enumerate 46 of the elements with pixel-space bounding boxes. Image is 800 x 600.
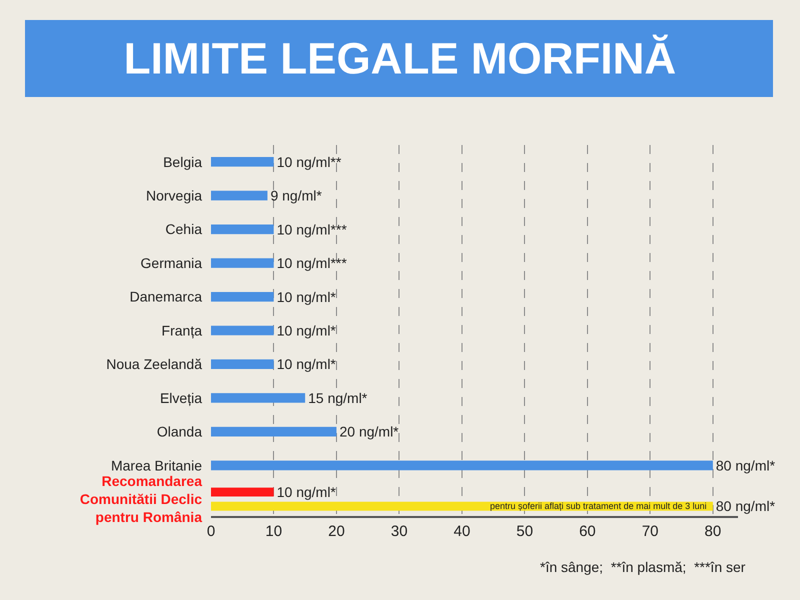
annotation: pentru șoferii aflați sub tratament de mai mult de 3 luni — [490, 501, 707, 511]
y-tick-label: Marea Britanie — [110, 457, 202, 474]
y-tick-label: Recomandarea Comunitătii Declic pentru România — [80, 472, 202, 526]
x-tick-label: 10 — [265, 523, 282, 540]
data-label: 20 ng/ml* — [339, 424, 400, 440]
bar — [211, 426, 336, 436]
x-tick-label: 30 — [390, 523, 408, 540]
bar — [211, 157, 274, 167]
data-label: 80 ng/ml* — [716, 457, 776, 474]
data-label: 10 ng/ml** — [276, 154, 342, 170]
bar — [211, 359, 274, 370]
y-tick-label: Olanda — [156, 424, 202, 440]
bar — [211, 488, 274, 497]
bar — [211, 460, 713, 470]
y-tick-label: Elveția — [160, 390, 202, 406]
chart-title: LIMITE LEGALE MORFINĂ — [124, 34, 676, 84]
data-label: 80 ng/ml* — [716, 498, 776, 514]
text: *în sânge; **în plasmă; ***în ser — [540, 559, 746, 575]
x-tick-label: 20 — [328, 523, 345, 540]
bar — [211, 393, 306, 403]
data-label: 10 ng/ml*** — [276, 255, 348, 272]
bar — [211, 292, 274, 302]
data-label: 10 ng/ml* — [276, 322, 336, 338]
x-tick-label: 70 — [642, 523, 659, 540]
data-label: 10 ng/ml*** — [276, 221, 348, 238]
x-tick-label: 0 — [206, 523, 216, 540]
bar — [211, 224, 274, 234]
y-tick-label: Norvegia — [146, 187, 202, 204]
y-tick-label: Cehia — [165, 221, 202, 238]
data-label: 15 ng/ml* — [308, 390, 368, 406]
y-tick-label: Noua Zeelandă — [106, 356, 202, 372]
data-label: 10 ng/ml* — [276, 484, 336, 500]
bar — [211, 326, 274, 336]
x-tick-label: 50 — [516, 523, 534, 540]
y-tick-label: Germania — [140, 254, 202, 271]
y-tick-label: Danemarca — [130, 288, 202, 305]
x-tick-label: 60 — [579, 523, 596, 540]
data-label: 10 ng/ml* — [276, 288, 336, 305]
x-tick-label: 80 — [704, 523, 722, 540]
bar — [211, 258, 274, 268]
data-label: 10 ng/ml* — [276, 356, 336, 372]
x-tick-label: 40 — [454, 523, 470, 540]
y-tick-label: Belgia — [163, 154, 202, 170]
data-label: 9 ng/ml* — [270, 188, 322, 204]
bar — [211, 190, 268, 200]
y-tick-label: Franța — [162, 322, 202, 338]
